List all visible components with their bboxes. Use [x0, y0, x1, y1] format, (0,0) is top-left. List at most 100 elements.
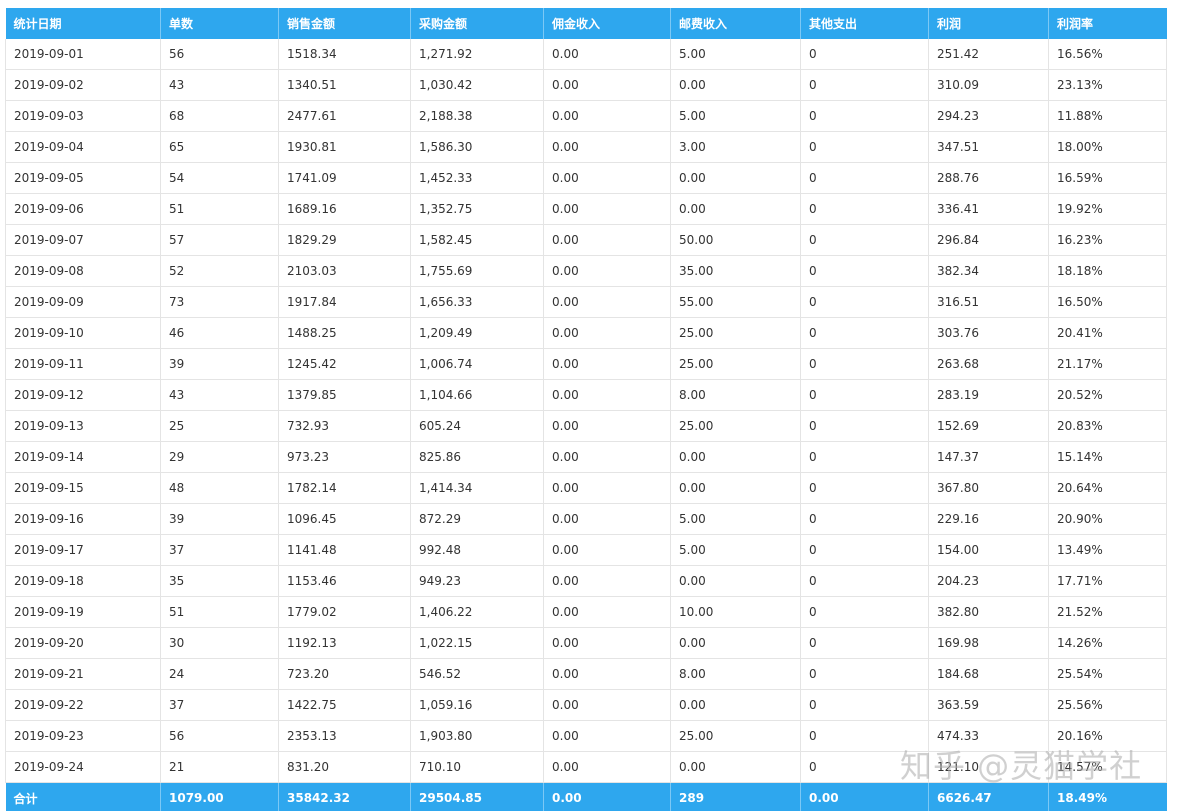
cell-purchase-amount: 1,586.30	[410, 131, 544, 163]
cell-postage-income: 3.00	[670, 131, 801, 163]
cell-order-count: 35	[160, 565, 279, 597]
cell-commission-income: 0.00	[543, 162, 671, 194]
cell-order-count: 51	[160, 596, 279, 628]
cell-date: 2019-09-19	[5, 596, 161, 628]
table-row: 2019-09-09 73 1917.84 1,656.33 0.00 55.00 0 316…	[5, 286, 1167, 318]
cell-order-count: 29	[160, 441, 279, 473]
column-header-sales-amount[interactable]: 销售金额	[278, 8, 411, 39]
cell-purchase-amount: 1,022.15	[410, 627, 544, 659]
table-row: 2019-09-22 37 1422.75 1,059.16 0.00 0.00 0 363.…	[5, 689, 1167, 721]
table-footer: 合计 1079.00 35842.32 29504.85 0.00 289 0.…	[5, 782, 1167, 811]
column-header-purchase-amount[interactable]: 采购金额	[410, 8, 544, 39]
cell-profit-rate: 18.18%	[1048, 255, 1167, 287]
cell-postage-income: 5.00	[670, 39, 801, 70]
cell-order-count: 21	[160, 751, 279, 783]
table-row: 2019-09-19 51 1779.02 1,406.22 0.00 10.00 0 382…	[5, 596, 1167, 628]
cell-profit: 263.68	[928, 348, 1049, 380]
cell-sales-amount: 2353.13	[278, 720, 411, 752]
cell-order-count: 65	[160, 131, 279, 163]
cell-purchase-amount: 710.10	[410, 751, 544, 783]
column-header-other-expenses[interactable]: 其他支出	[800, 8, 929, 39]
cell-profit: 147.37	[928, 441, 1049, 473]
cell-other-expenses: 0	[800, 472, 929, 504]
cell-date: 2019-09-21	[5, 658, 161, 690]
cell-purchase-amount: 1,414.34	[410, 472, 544, 504]
cell-date: 2019-09-18	[5, 565, 161, 597]
cell-purchase-amount: 1,352.75	[410, 193, 544, 225]
cell-postage-income: 0.00	[670, 689, 801, 721]
cell-order-count: 48	[160, 472, 279, 504]
cell-sales-amount: 2103.03	[278, 255, 411, 287]
cell-purchase-amount: 2,188.38	[410, 100, 544, 132]
cell-commission-income: 0.00	[543, 658, 671, 690]
cell-date: 2019-09-09	[5, 286, 161, 318]
cell-other-expenses: 0	[800, 503, 929, 535]
cell-profit-rate: 25.56%	[1048, 689, 1167, 721]
table-row: 2019-09-23 56 2353.13 1,903.80 0.00 25.00 0 474…	[5, 720, 1167, 752]
daily-stats-table: 统计日期 单数 销售金额 采购金额 佣金收入 邮费收入 其他支出 利润 利润率 …	[5, 8, 1167, 811]
cell-profit: 283.19	[928, 379, 1049, 411]
cell-sales-amount: 1689.16	[278, 193, 411, 225]
cell-profit: 296.84	[928, 224, 1049, 256]
cell-commission-income: 0.00	[543, 193, 671, 225]
cell-other-expenses: 0	[800, 162, 929, 194]
cell-commission-income: 0.00	[543, 689, 671, 721]
cell-sales-amount: 1488.25	[278, 317, 411, 349]
cell-sales-amount: 1192.13	[278, 627, 411, 659]
cell-date: 2019-09-06	[5, 193, 161, 225]
cell-other-expenses: 0	[800, 751, 929, 783]
cell-sales-amount: 723.20	[278, 658, 411, 690]
column-header-date[interactable]: 统计日期	[5, 8, 161, 39]
cell-date: 2019-09-24	[5, 751, 161, 783]
cell-commission-income: 0.00	[543, 534, 671, 566]
cell-other-expenses: 0	[800, 379, 929, 411]
table-row: 2019-09-02 43 1340.51 1,030.42 0.00 0.00 0 310.…	[5, 69, 1167, 101]
cell-purchase-amount: 1,452.33	[410, 162, 544, 194]
totals-order-count: 1079.00	[160, 782, 279, 811]
cell-order-count: 25	[160, 410, 279, 442]
cell-other-expenses: 0	[800, 627, 929, 659]
cell-commission-income: 0.00	[543, 441, 671, 473]
cell-order-count: 57	[160, 224, 279, 256]
cell-profit: 382.80	[928, 596, 1049, 628]
column-header-profit[interactable]: 利润	[928, 8, 1049, 39]
column-header-order-count[interactable]: 单数	[160, 8, 279, 39]
cell-other-expenses: 0	[800, 131, 929, 163]
cell-commission-income: 0.00	[543, 286, 671, 318]
cell-sales-amount: 1379.85	[278, 379, 411, 411]
table-row: 2019-09-15 48 1782.14 1,414.34 0.00 0.00 0 367.…	[5, 472, 1167, 504]
cell-sales-amount: 973.23	[278, 441, 411, 473]
cell-profit: 288.76	[928, 162, 1049, 194]
cell-other-expenses: 0	[800, 720, 929, 752]
cell-commission-income: 0.00	[543, 379, 671, 411]
cell-profit-rate: 16.59%	[1048, 162, 1167, 194]
table-row: 2019-09-08 52 2103.03 1,755.69 0.00 35.00 0 382…	[5, 255, 1167, 287]
cell-sales-amount: 1340.51	[278, 69, 411, 101]
column-header-profit-rate[interactable]: 利润率	[1048, 8, 1167, 39]
cell-profit: 204.23	[928, 565, 1049, 597]
cell-profit-rate: 21.52%	[1048, 596, 1167, 628]
cell-commission-income: 0.00	[543, 565, 671, 597]
cell-profit: 474.33	[928, 720, 1049, 752]
cell-purchase-amount: 1,656.33	[410, 286, 544, 318]
table-row: 2019-09-01 56 1518.34 1,271.92 0.00 5.00 0 251.…	[5, 39, 1167, 70]
cell-order-count: 43	[160, 379, 279, 411]
cell-postage-income: 0.00	[670, 627, 801, 659]
cell-other-expenses: 0	[800, 596, 929, 628]
cell-profit: 184.68	[928, 658, 1049, 690]
cell-purchase-amount: 1,059.16	[410, 689, 544, 721]
cell-date: 2019-09-12	[5, 379, 161, 411]
cell-postage-income: 0.00	[670, 69, 801, 101]
cell-sales-amount: 1096.45	[278, 503, 411, 535]
cell-profit: 336.41	[928, 193, 1049, 225]
column-header-postage-income[interactable]: 邮费收入	[670, 8, 801, 39]
cell-postage-income: 0.00	[670, 565, 801, 597]
cell-postage-income: 50.00	[670, 224, 801, 256]
cell-commission-income: 0.00	[543, 503, 671, 535]
column-header-commission-income[interactable]: 佣金收入	[543, 8, 671, 39]
cell-profit-rate: 16.23%	[1048, 224, 1167, 256]
cell-profit: 363.59	[928, 689, 1049, 721]
cell-purchase-amount: 1,209.49	[410, 317, 544, 349]
cell-date: 2019-09-17	[5, 534, 161, 566]
cell-date: 2019-09-15	[5, 472, 161, 504]
